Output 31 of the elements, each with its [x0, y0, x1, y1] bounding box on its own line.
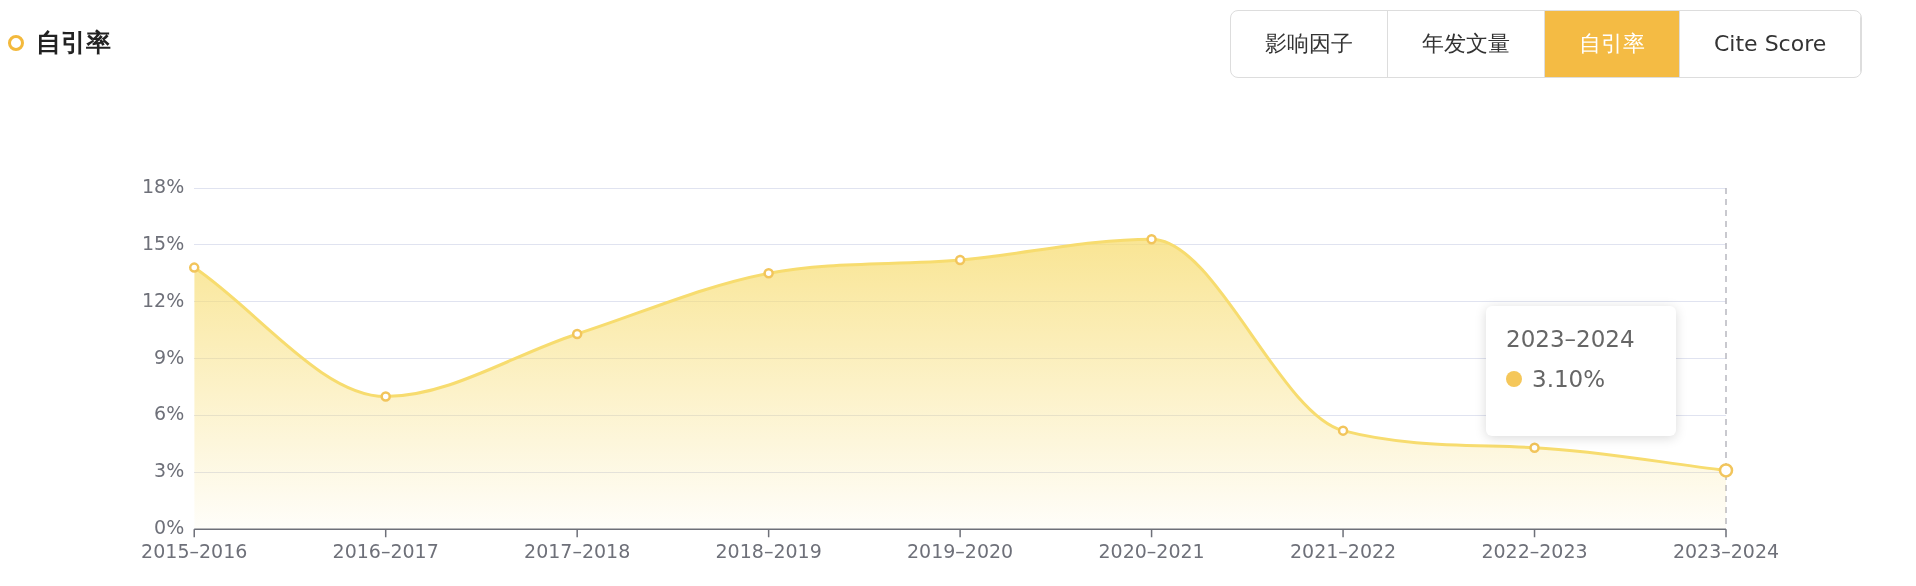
point — [1337, 425, 1349, 436]
point — [380, 391, 391, 402]
chart-title: 自引率 — [36, 27, 111, 59]
x-tick-label: 2020–2021 — [1098, 539, 1205, 562]
y-tick-label: 15% — [142, 231, 185, 254]
x-tick-label: 2021–2022 — [1289, 539, 1397, 562]
x-tick-label: 2016–2017 — [332, 539, 439, 562]
text: 影响因子 — [1231, 11, 1388, 77]
x-tick-label: 2022–2023 — [1481, 539, 1588, 562]
y-tick-label: 12% — [142, 288, 185, 311]
x-tick-label: 2019–2020 — [907, 539, 1014, 562]
tooltip-card: 2023–2024 3.10% — [1486, 306, 1676, 436]
y-tick-label: 6% — [154, 402, 185, 425]
point — [571, 328, 583, 340]
text: Cite Score — [1680, 11, 1862, 77]
point — [188, 262, 200, 273]
point — [1146, 233, 1157, 245]
x-tick-label: 2017–2018 — [524, 539, 631, 562]
y-tick-label: 18% — [142, 174, 185, 197]
point — [1529, 442, 1540, 453]
x-tick-label: 2018–2019 — [715, 539, 822, 562]
point — [954, 254, 966, 266]
annotation: 2023–2024 3.10% — [1506, 326, 1636, 392]
y-tick-label: 0% — [154, 516, 185, 539]
y-tick-label: 3% — [154, 459, 185, 482]
point — [763, 268, 774, 279]
text: 年发文量 — [1388, 11, 1545, 77]
y-tick-label: 9% — [154, 345, 185, 368]
x-tick-label: 2023–2024 — [1672, 539, 1780, 562]
text: 自引率 — [1545, 11, 1680, 77]
x-tick-label: 2015–2016 — [141, 539, 248, 562]
